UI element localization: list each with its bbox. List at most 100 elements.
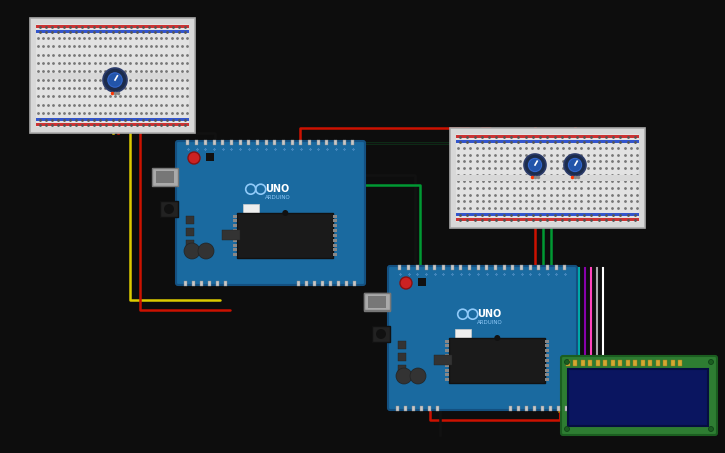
Bar — [329, 281, 333, 286]
Bar — [436, 406, 439, 411]
Bar — [233, 224, 237, 227]
Bar — [445, 369, 450, 371]
Bar — [364, 293, 390, 310]
Bar — [442, 265, 445, 270]
FancyBboxPatch shape — [561, 356, 717, 435]
Bar — [36, 25, 189, 28]
Bar — [233, 219, 237, 222]
Bar — [529, 265, 531, 270]
Bar — [273, 140, 276, 145]
Bar — [297, 281, 300, 286]
Bar — [299, 140, 302, 145]
Bar — [494, 265, 497, 270]
Bar — [201, 281, 204, 286]
Bar — [445, 354, 450, 357]
Bar — [184, 281, 188, 286]
Bar — [343, 140, 346, 145]
Bar — [542, 406, 544, 411]
Circle shape — [400, 277, 412, 289]
Bar — [36, 30, 189, 33]
Bar — [568, 369, 708, 426]
Bar — [152, 168, 178, 186]
Bar — [558, 393, 563, 398]
Bar — [247, 140, 250, 145]
Bar — [445, 339, 450, 342]
Bar — [468, 265, 471, 270]
Bar — [334, 224, 337, 227]
Circle shape — [103, 68, 127, 92]
Circle shape — [565, 427, 570, 432]
Bar — [511, 265, 515, 270]
Circle shape — [108, 73, 123, 87]
Bar — [445, 373, 450, 376]
Bar — [186, 216, 194, 224]
Bar — [445, 378, 450, 381]
Bar — [308, 140, 311, 145]
Bar — [648, 360, 652, 366]
Bar — [30, 18, 195, 133]
Bar — [634, 360, 637, 366]
Bar — [520, 265, 523, 270]
FancyBboxPatch shape — [388, 266, 577, 410]
Bar — [186, 228, 194, 236]
Bar — [428, 406, 431, 411]
Bar — [156, 171, 174, 183]
Circle shape — [529, 159, 542, 172]
Bar — [510, 406, 513, 411]
Circle shape — [188, 152, 200, 164]
Bar — [326, 140, 328, 145]
Circle shape — [708, 427, 713, 432]
Bar — [334, 239, 337, 242]
Bar — [456, 218, 639, 221]
Bar — [555, 265, 558, 270]
Bar — [233, 229, 237, 232]
Circle shape — [410, 368, 426, 384]
Bar — [611, 360, 615, 366]
Bar — [545, 349, 550, 352]
Bar — [317, 140, 320, 145]
Bar — [679, 360, 682, 366]
Bar — [581, 360, 585, 366]
Circle shape — [198, 243, 214, 259]
Bar — [233, 248, 237, 251]
Bar — [413, 406, 415, 411]
Bar — [243, 204, 259, 213]
Bar — [233, 244, 237, 246]
Bar — [545, 339, 550, 342]
Bar — [618, 360, 623, 366]
Bar — [217, 281, 220, 286]
Bar — [291, 140, 294, 145]
Bar — [550, 406, 552, 411]
Bar — [212, 140, 215, 145]
Bar — [434, 265, 436, 270]
Circle shape — [184, 243, 200, 259]
Bar — [626, 360, 630, 366]
Bar — [485, 265, 489, 270]
Bar — [663, 360, 668, 366]
Bar — [545, 373, 550, 376]
Bar — [233, 215, 237, 217]
Bar — [425, 265, 428, 270]
Bar — [239, 140, 241, 145]
Bar — [558, 406, 560, 411]
Bar — [573, 360, 578, 366]
Bar — [445, 344, 450, 347]
Bar — [305, 281, 309, 286]
Bar — [537, 265, 540, 270]
Bar — [352, 140, 355, 145]
Bar — [418, 278, 426, 286]
Bar — [656, 360, 660, 366]
Bar — [354, 281, 357, 286]
Bar — [456, 213, 639, 216]
Bar — [334, 248, 337, 251]
Circle shape — [376, 329, 386, 339]
Bar — [334, 229, 337, 232]
Bar — [545, 344, 550, 347]
Bar — [321, 281, 325, 286]
Bar — [398, 341, 406, 349]
Bar — [186, 140, 189, 145]
Bar — [534, 406, 536, 411]
Text: UNO: UNO — [478, 309, 502, 319]
FancyBboxPatch shape — [176, 141, 365, 285]
Bar — [36, 118, 189, 121]
